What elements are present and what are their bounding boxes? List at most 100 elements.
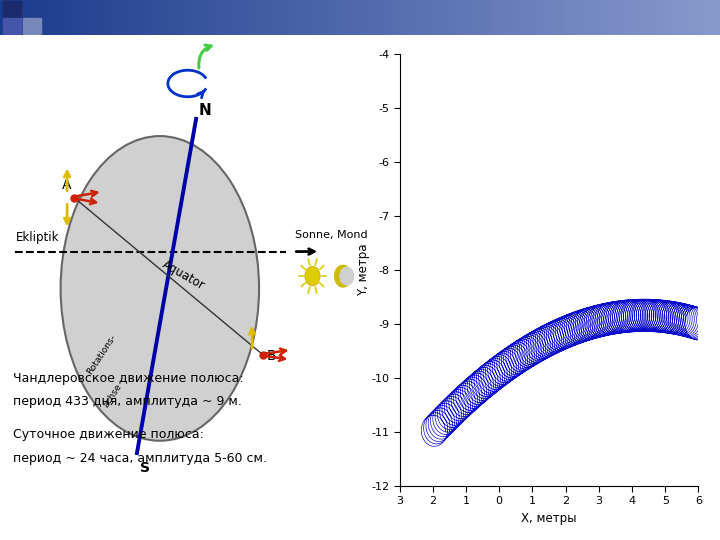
- Bar: [369, 0, 373, 35]
- Bar: [389, 0, 392, 35]
- Bar: [468, 0, 471, 35]
- Bar: [367, 0, 370, 35]
- Bar: [250, 0, 253, 35]
- Bar: [336, 0, 339, 35]
- Bar: [612, 0, 615, 35]
- Bar: [398, 0, 402, 35]
- Bar: [322, 0, 325, 35]
- Bar: [187, 0, 190, 35]
- Bar: [355, 0, 359, 35]
- Bar: [23, 18, 41, 33]
- Bar: [286, 0, 289, 35]
- Bar: [449, 0, 452, 35]
- Bar: [346, 0, 348, 35]
- Bar: [405, 0, 409, 35]
- Bar: [391, 0, 395, 35]
- Bar: [55, 0, 58, 35]
- Bar: [670, 0, 672, 35]
- Bar: [65, 0, 68, 35]
- Bar: [329, 0, 332, 35]
- Bar: [67, 0, 71, 35]
- Bar: [259, 0, 262, 35]
- Bar: [540, 0, 543, 35]
- Bar: [257, 0, 260, 35]
- Circle shape: [340, 267, 354, 285]
- Bar: [636, 0, 639, 35]
- Bar: [502, 0, 505, 35]
- Bar: [173, 0, 176, 35]
- Bar: [706, 0, 708, 35]
- Circle shape: [305, 266, 320, 286]
- Bar: [562, 0, 564, 35]
- Bar: [456, 0, 459, 35]
- Bar: [583, 0, 586, 35]
- Y-axis label: Y, метра: Y, метра: [356, 244, 369, 296]
- Bar: [218, 0, 222, 35]
- Bar: [588, 0, 591, 35]
- Bar: [101, 0, 104, 35]
- Bar: [94, 0, 96, 35]
- Bar: [696, 0, 699, 35]
- Bar: [679, 0, 683, 35]
- Bar: [653, 0, 656, 35]
- Bar: [293, 0, 296, 35]
- Text: Суточное движение полюса:: Суточное движение полюса:: [13, 428, 204, 441]
- Text: achse: achse: [102, 382, 124, 409]
- Bar: [194, 0, 197, 35]
- Bar: [324, 0, 327, 35]
- Bar: [470, 0, 474, 35]
- Bar: [158, 0, 161, 35]
- Bar: [492, 0, 495, 35]
- Bar: [475, 0, 478, 35]
- Bar: [621, 0, 625, 35]
- Bar: [441, 0, 445, 35]
- Bar: [387, 0, 390, 35]
- Bar: [204, 0, 207, 35]
- Bar: [708, 0, 711, 35]
- Bar: [279, 0, 282, 35]
- Bar: [701, 0, 704, 35]
- Bar: [516, 0, 519, 35]
- Bar: [571, 0, 575, 35]
- Bar: [372, 0, 375, 35]
- Bar: [207, 0, 210, 35]
- Bar: [360, 0, 363, 35]
- Bar: [639, 0, 642, 35]
- Bar: [518, 0, 521, 35]
- Bar: [31, 0, 35, 35]
- Bar: [439, 0, 442, 35]
- Bar: [459, 0, 462, 35]
- Bar: [603, 0, 606, 35]
- Bar: [19, 0, 22, 35]
- Bar: [396, 0, 399, 35]
- Bar: [542, 0, 546, 35]
- Bar: [240, 0, 243, 35]
- Bar: [394, 0, 397, 35]
- Bar: [559, 0, 562, 35]
- Bar: [629, 0, 632, 35]
- Bar: [619, 0, 622, 35]
- Bar: [657, 0, 661, 35]
- Bar: [254, 0, 258, 35]
- Text: Чандлеровское движение полюса:: Чандлеровское движение полюса:: [13, 372, 243, 385]
- Bar: [319, 0, 323, 35]
- Bar: [585, 0, 589, 35]
- Bar: [552, 0, 555, 35]
- Bar: [297, 0, 301, 35]
- Bar: [650, 0, 654, 35]
- Bar: [197, 0, 200, 35]
- Bar: [509, 0, 512, 35]
- Text: N: N: [199, 103, 211, 118]
- Bar: [437, 0, 440, 35]
- Bar: [384, 0, 387, 35]
- Bar: [691, 0, 694, 35]
- Bar: [144, 0, 147, 35]
- Bar: [569, 0, 572, 35]
- Bar: [3, 2, 21, 17]
- Bar: [29, 0, 32, 35]
- Bar: [108, 0, 111, 35]
- Bar: [122, 0, 125, 35]
- Bar: [523, 0, 526, 35]
- Bar: [189, 0, 193, 35]
- Bar: [446, 0, 449, 35]
